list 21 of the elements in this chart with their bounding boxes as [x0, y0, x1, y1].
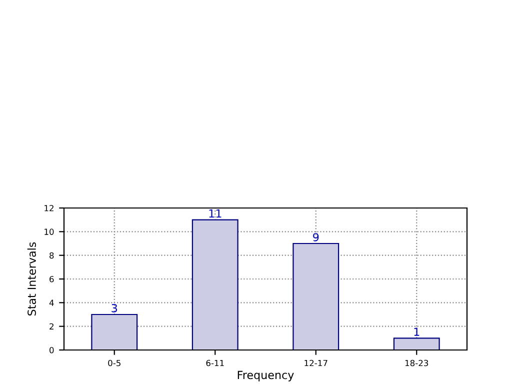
x-tick-label: 18-23 — [405, 360, 428, 366]
y-tick-label: 0 — [50, 346, 54, 354]
y-tick-label: 12 — [44, 204, 54, 212]
bar — [192, 219, 238, 350]
bar — [292, 242, 340, 350]
y-tick-label: 10 — [44, 228, 54, 235]
x-tick-label: 12-17 — [304, 360, 328, 366]
x-axis-title: Frequency — [238, 370, 294, 382]
bar — [393, 338, 440, 350]
bar — [91, 314, 138, 350]
data-label: 11 — [209, 209, 222, 218]
y-tick-label: 8 — [50, 252, 54, 259]
y-tick-label: 4 — [49, 300, 54, 306]
data-label: 9 — [313, 232, 319, 242]
data-label: 1 — [414, 328, 420, 336]
y-axis-title: Stat Intervals — [27, 242, 36, 316]
x-tick-label: 6-11 — [206, 360, 224, 366]
y-tick-label: 6 — [50, 276, 54, 282]
x-tick-label: 0-5 — [108, 360, 120, 366]
y-tick-label: 2 — [50, 323, 54, 330]
data-label: 3 — [112, 304, 118, 312]
